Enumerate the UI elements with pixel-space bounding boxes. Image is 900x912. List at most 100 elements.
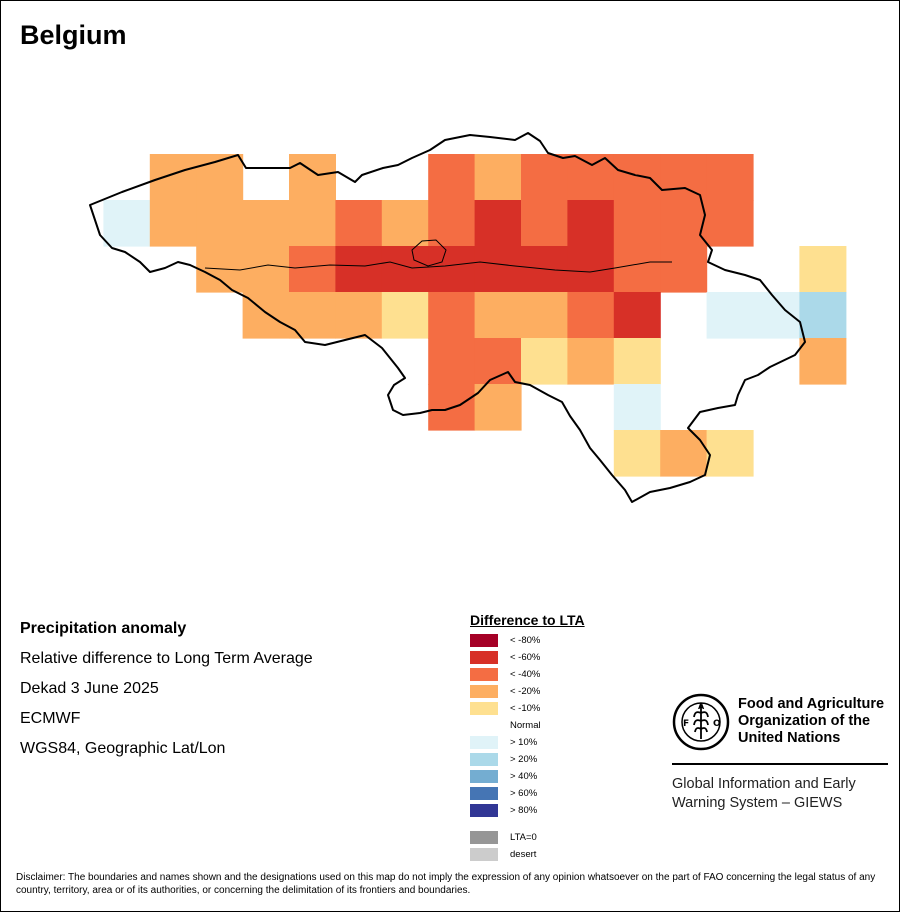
giews-label: Global Information and Early Warning Sys…	[672, 775, 856, 813]
grid-cell	[474, 200, 522, 247]
map-title: Belgium	[20, 20, 127, 50]
grid-cell	[381, 292, 429, 339]
grid-cell	[196, 154, 244, 201]
legend-title: Difference to LTA	[470, 612, 585, 628]
grid-cell	[428, 200, 476, 247]
svg-text:O: O	[713, 719, 721, 729]
grid-cell	[149, 154, 197, 201]
info-line-3: ECMWF	[20, 710, 81, 727]
grid-cell	[242, 200, 290, 247]
legend-swatch	[470, 753, 498, 766]
legend-label: < -60%	[510, 652, 541, 663]
grid-cell	[567, 292, 615, 339]
fao-divider	[672, 763, 888, 765]
info-line-4: WGS84, Geographic Lat/Lon	[20, 740, 226, 757]
grid-cell	[289, 246, 336, 293]
fao-name-line-3: United Nations	[738, 730, 841, 746]
grid-cell	[567, 338, 615, 385]
legend-label: > 40%	[510, 771, 538, 782]
legend-swatch	[470, 831, 498, 844]
svg-text:A: A	[698, 702, 705, 711]
grid-cell	[613, 292, 661, 339]
legend-label: LTA=0	[510, 832, 537, 843]
grid-cell	[335, 246, 383, 293]
map-canvas	[89, 132, 847, 503]
grid-cell	[242, 246, 290, 293]
legend-label: < -20%	[510, 686, 541, 697]
legend: Difference to LTA < -80% < -60% < -40% < -2…	[470, 612, 670, 861]
grid-cell	[428, 154, 476, 201]
grid-cell	[613, 154, 661, 201]
grid-cell	[613, 246, 661, 293]
svg-text:F: F	[683, 719, 689, 729]
legend-label: < -10%	[510, 703, 541, 714]
grid-cell	[474, 246, 522, 293]
giews-line-2: Warning System – GIEWS	[672, 795, 843, 811]
legend-label: desert	[510, 849, 537, 860]
grid-cell	[799, 246, 847, 293]
grid-cell	[521, 292, 568, 339]
grid-cell	[706, 430, 754, 477]
legend-swatch	[470, 804, 498, 817]
grid-cell	[799, 338, 847, 385]
country-border	[89, 132, 806, 503]
grid-cell	[428, 292, 476, 339]
fao-name-line-2: Organization of the	[738, 713, 871, 729]
legend-label: > 10%	[510, 737, 538, 748]
fao-name-line-1: Food and Agriculture	[738, 696, 885, 712]
disclaimer: Disclaimer: The boundaries and names sho…	[16, 872, 876, 896]
grid-cell	[613, 338, 661, 385]
grid-cell	[660, 246, 708, 293]
grid-cell	[521, 338, 568, 385]
legend-swatch	[470, 634, 498, 647]
region-border	[204, 261, 672, 273]
grid-cell	[428, 338, 476, 385]
legend-swatch	[470, 668, 498, 681]
legend-swatch	[470, 787, 498, 800]
grid-cell	[567, 200, 615, 247]
grid-cell	[428, 246, 476, 293]
grid-cell	[289, 200, 336, 247]
grid-cell	[706, 200, 754, 247]
grid-cell	[196, 200, 244, 247]
legend-swatch	[470, 651, 498, 664]
grid-cell	[474, 154, 522, 201]
legend-swatch	[470, 736, 498, 749]
legend-swatch	[470, 685, 498, 698]
grid-cell	[103, 200, 151, 247]
grid-cell	[381, 246, 429, 293]
grid-cell	[660, 430, 708, 477]
grid-cell	[149, 200, 197, 247]
legend-label: < -40%	[510, 669, 541, 680]
info-line-1: Relative difference to Long Term Average	[20, 650, 313, 667]
fao-name: Food and Agriculture Organization of the…	[738, 696, 884, 747]
grid-cell	[474, 338, 522, 385]
brussels-region-border	[411, 239, 447, 267]
legend-swatch	[470, 848, 498, 861]
fao-logo-icon: F O A	[672, 693, 730, 751]
grid-cell	[799, 292, 847, 339]
map-info: Precipitation anomaly Relative differenc…	[20, 618, 313, 768]
grid-cell	[521, 154, 568, 201]
legend-label: > 80%	[510, 805, 538, 816]
grid-cell	[474, 292, 522, 339]
grid-cell	[474, 384, 522, 431]
grid-cell	[381, 200, 429, 247]
grid-cell	[335, 200, 383, 247]
grid-cell	[335, 292, 383, 339]
legend-label: > 60%	[510, 788, 538, 799]
legend-label: Normal	[510, 720, 541, 731]
grid-cell	[613, 200, 661, 247]
grid-cell	[706, 292, 754, 339]
grid-cell	[521, 200, 568, 247]
legend-swatch	[470, 770, 498, 783]
legend-label: < -80%	[510, 635, 541, 646]
grid-cell	[706, 154, 754, 201]
anomaly-grid	[103, 154, 847, 477]
info-line-2: Dekad 3 June 2025	[20, 680, 159, 697]
giews-line-1: Global Information and Early	[672, 776, 856, 792]
grid-cell	[660, 154, 708, 201]
legend-swatch	[470, 702, 498, 715]
grid-cell	[613, 430, 661, 477]
info-heading: Precipitation anomaly	[20, 620, 187, 637]
